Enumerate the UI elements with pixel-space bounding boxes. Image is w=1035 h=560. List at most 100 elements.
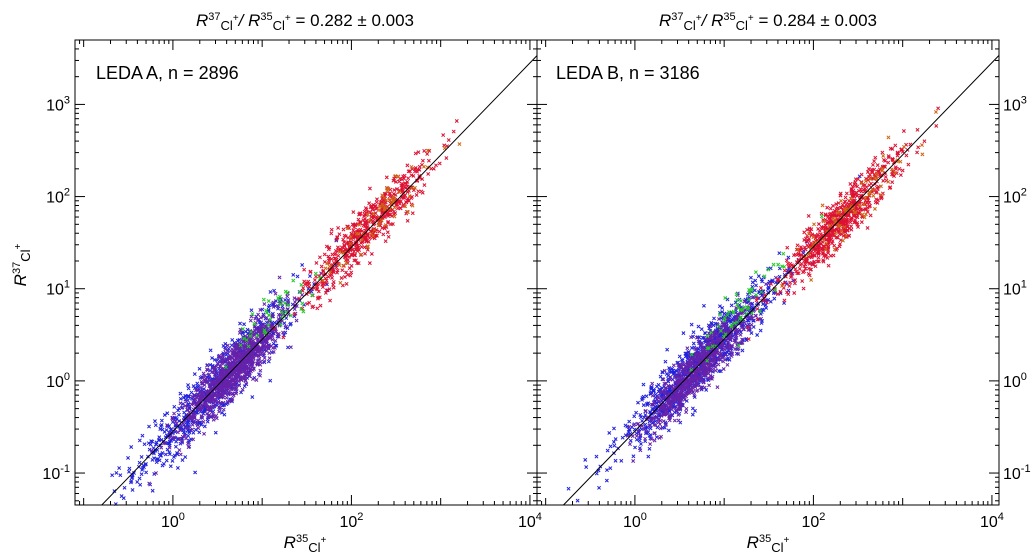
- scatter-point: [369, 251, 374, 256]
- scatter-point: [183, 455, 188, 459]
- scatter-point: [352, 258, 357, 263]
- scatter-point: [797, 266, 802, 271]
- scatter-point: [353, 222, 358, 227]
- scatter-point: [345, 241, 349, 246]
- scatter-point: [381, 203, 386, 208]
- scatter-point: [241, 358, 246, 363]
- scatter-point: [231, 372, 236, 377]
- scatter-point: [219, 392, 224, 397]
- scatter-point: [604, 478, 609, 483]
- scatter-point: [199, 415, 204, 420]
- scatter-point: [267, 303, 272, 308]
- scatter-point: [886, 160, 891, 165]
- scatter-point: [859, 220, 864, 225]
- scatter-point: [203, 400, 208, 405]
- scatter-point: [758, 286, 763, 290]
- scatter-point: [359, 252, 363, 257]
- scatter-point: [665, 347, 670, 352]
- scatter-point: [157, 458, 162, 463]
- scatter-point: [225, 386, 230, 391]
- scatter-point: [252, 322, 257, 326]
- plot-frame: [74, 39, 538, 506]
- scatter-point: [666, 428, 671, 433]
- scatter-point: [786, 255, 791, 260]
- scatter-point: [223, 365, 228, 370]
- scatter-point: [643, 422, 648, 427]
- scatter-point: [354, 246, 359, 251]
- scatter-point: [612, 426, 616, 431]
- scatter-point: [800, 279, 805, 284]
- scatter-point: [262, 351, 266, 356]
- scatter-point: [211, 412, 215, 417]
- scatter-point: [594, 454, 599, 459]
- scatter-point: [223, 350, 228, 355]
- scatter-point: [695, 388, 700, 393]
- scatter-point: [221, 395, 226, 400]
- scatter-point: [232, 352, 237, 357]
- scatter-point: [242, 375, 247, 380]
- scatter-point: [386, 219, 391, 224]
- scatter-point: [396, 174, 401, 179]
- scatter-point: [197, 430, 202, 435]
- scatter-point: [135, 480, 140, 484]
- scatter-point: [407, 193, 412, 198]
- x-tick-label: 100: [161, 511, 185, 531]
- scatter-point: [180, 434, 185, 439]
- scatter-point: [231, 377, 236, 382]
- scatter-point: [628, 438, 633, 443]
- scatter-point: [348, 235, 353, 239]
- scatter-point: [826, 263, 831, 268]
- scatter-point: [336, 225, 341, 230]
- scatter-point: [205, 363, 210, 367]
- scatter-point: [379, 199, 384, 204]
- scatter-point: [284, 324, 289, 329]
- scatter-point: [437, 161, 442, 166]
- scatter-point: [184, 399, 189, 404]
- scatter-point: [844, 191, 849, 196]
- scatter-point: [392, 188, 397, 192]
- scatter-point: [920, 152, 925, 157]
- scatter-point: [689, 322, 694, 327]
- scatter-point: [212, 380, 217, 385]
- scatter-point: [365, 245, 370, 250]
- scatter-point: [712, 316, 716, 321]
- scatter-point: [634, 437, 639, 442]
- scatter-point: [661, 419, 666, 424]
- scatter-point: [228, 374, 233, 379]
- scatter-point: [320, 285, 325, 290]
- scatter-point: [264, 308, 269, 313]
- scatter-point: [318, 303, 323, 308]
- scatter-point: [327, 287, 332, 292]
- scatter-point: [227, 364, 232, 369]
- scatter-point: [244, 338, 249, 342]
- scatter-point: [355, 261, 360, 266]
- scatter-point: [363, 206, 368, 211]
- scatter-point: [201, 371, 206, 376]
- scatter-point: [740, 348, 745, 353]
- scatter-point: [302, 279, 307, 284]
- scatter-point: [164, 458, 169, 463]
- scatter-point: [248, 318, 253, 323]
- scatter-point: [828, 206, 833, 211]
- scatter-point: [378, 204, 383, 209]
- scatter-point: [234, 386, 239, 391]
- scatter-point: [240, 326, 245, 331]
- scatter-point: [748, 275, 753, 280]
- scatter-point: [236, 379, 241, 384]
- scatter-point: [844, 202, 849, 207]
- scatter-point: [334, 238, 339, 243]
- scatter-point: [281, 307, 286, 312]
- scatter-point: [190, 427, 195, 432]
- scatter-point: [819, 214, 824, 219]
- scatter-point: [300, 263, 305, 267]
- scatter-point: [658, 374, 663, 379]
- scatter-point: [272, 320, 277, 325]
- scatter-point: [256, 353, 261, 358]
- scatter-point: [313, 271, 318, 276]
- scatter-point: [375, 197, 379, 202]
- scatter-point: [278, 322, 283, 327]
- scatter-point: [725, 362, 730, 367]
- scatter-point: [201, 391, 206, 396]
- scatter-point: [358, 227, 363, 232]
- scatter-point: [262, 356, 267, 360]
